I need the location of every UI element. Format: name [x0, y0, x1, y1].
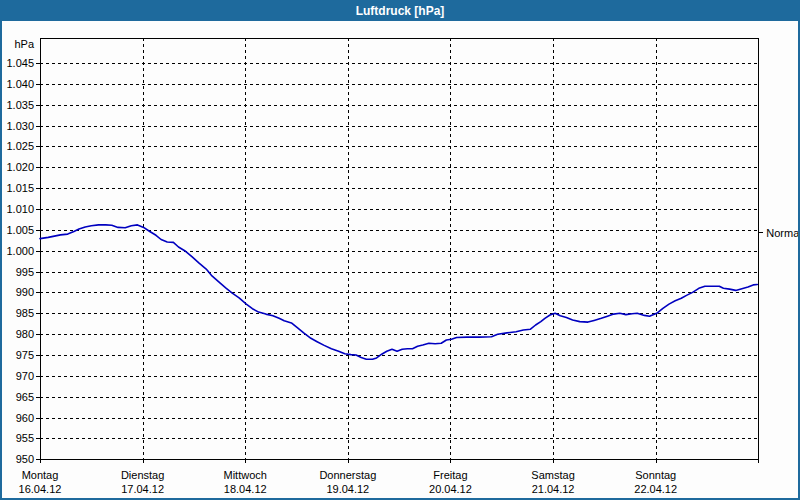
y-axis-label: 1.045: [6, 57, 34, 69]
normal-label: Normal: [766, 227, 798, 239]
normal-marker: Normal: [758, 227, 798, 239]
axis-ticks: [36, 64, 759, 464]
x-axis-day-label: Montag: [22, 469, 59, 481]
x-axis-day-label: Sonntag: [635, 469, 676, 481]
y-axis-label: 950: [16, 453, 34, 465]
x-axis-date-label: 21.04.12: [532, 483, 575, 495]
x-axis-date-label: 19.04.12: [326, 483, 369, 495]
y-axis-label: 1.020: [6, 161, 34, 173]
window-title: Luftdruck [hPa]: [356, 4, 445, 18]
y-axis-label: 955: [16, 432, 34, 444]
weather-chart-window: Luftdruck [hPa] 1.045 1.040 1.035 1.030 1.02…: [0, 0, 800, 500]
y-axis-label: 1.010: [6, 203, 34, 215]
y-axis-label: 995: [16, 266, 34, 278]
y-axis-label: 1.005: [6, 224, 34, 236]
x-axis-day-label: Mittwoch: [224, 469, 267, 481]
y-axis-label: 965: [16, 391, 34, 403]
x-axis-date-label: 22.04.12: [634, 483, 677, 495]
x-axis-date-label: 20.04.12: [429, 483, 472, 495]
y-axis-label: 980: [16, 328, 34, 340]
y-axis-label: 990: [16, 286, 34, 298]
y-axis-label: 975: [16, 349, 34, 361]
x-axis-day-label: Samstag: [531, 469, 574, 481]
y-axis-label: 1.015: [6, 182, 34, 194]
y-axis-label: 1.040: [6, 78, 34, 90]
y-axis-label: 985: [16, 307, 34, 319]
x-axis-date-label: 16.04.12: [19, 483, 62, 495]
y-axis-labels: 1.045 1.040 1.035 1.030 1.025 1.020 1.015 1.010…: [6, 38, 34, 465]
pressure-series-line: [40, 225, 757, 359]
x-axis-day-label: Dienstag: [121, 469, 164, 481]
pressure-line-chart: 1.045 1.040 1.035 1.030 1.025 1.020 1.015 1.010…: [2, 21, 798, 498]
x-axis-day-label: Freitag: [433, 469, 467, 481]
x-axis-date-label: 17.04.12: [121, 483, 164, 495]
y-axis-unit-label: hPa: [14, 38, 34, 50]
y-axis-label: 960: [16, 412, 34, 424]
y-axis-label: 970: [16, 370, 34, 382]
y-axis-label: 1.000: [6, 245, 34, 257]
window-titlebar[interactable]: Luftdruck [hPa]: [2, 2, 798, 21]
y-axis-label: 1.035: [6, 99, 34, 111]
x-axis-day-label: Donnerstag: [319, 469, 376, 481]
y-axis-label: 1.025: [6, 140, 34, 152]
x-axis-labels: Montag 16.04.12 Dienstag 17.04.12 Mittwoch 18…: [19, 469, 678, 495]
y-axis-label: 1.030: [6, 120, 34, 132]
plot-frame: [41, 39, 759, 460]
x-axis-date-label: 18.04.12: [224, 483, 267, 495]
gridlines: [40, 38, 758, 459]
